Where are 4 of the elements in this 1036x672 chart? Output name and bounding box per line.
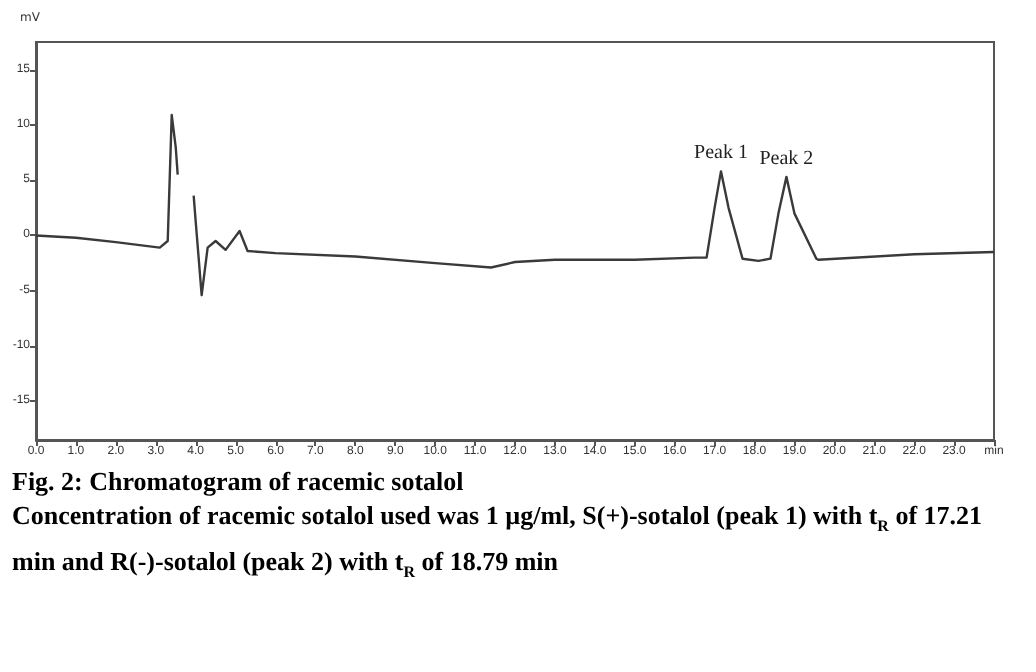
text: Fig. 2: Chromatogram of racemic sotalol [12,464,466,498]
text: Concentration of racemic sotalol used was 1 µg/ml, S(+)-sotalol (peak 1) with t$_{R}$ of 17.21 min and R(-)-sotalol (peak 2) with t$_{R}$ of 18.79 min [12,500,983,581]
annotation: Peak 2 [759,147,814,170]
annotation: Peak 1 [694,142,748,165]
